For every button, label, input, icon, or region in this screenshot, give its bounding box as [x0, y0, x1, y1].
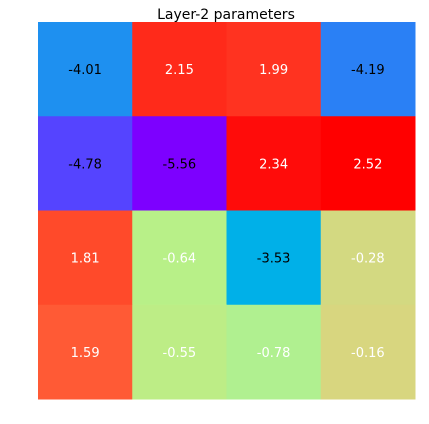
- cell-value-label-r1-c0: -4.78: [68, 157, 102, 172]
- heatmap-cell-r3-c3: [320, 304, 416, 400]
- heatmap-cell-r0-c0: [38, 22, 133, 117]
- cell-value-label-r0-c2: 1.99: [259, 63, 288, 78]
- heatmap-cell-r2-c1: [132, 210, 227, 306]
- cell-value-label-r1-c2: 2.34: [259, 157, 288, 172]
- heatmap-labels: -4.01 2.15 1.99 -4.19 -4.78 -5.56 2.34 2.52 1.81…: [68, 63, 384, 361]
- heatmap-cell-r1-c3: [320, 116, 416, 211]
- cell-value-label-r3-c1: -0.55: [163, 346, 197, 361]
- heatmap-cell-r0-c3: [320, 22, 416, 117]
- heatmap-cell-r0-c2: [226, 22, 322, 117]
- cell-value-label-r2-c2: -3.53: [257, 252, 291, 267]
- heatmap-cell-r2-c0: [38, 210, 133, 306]
- cell-value-label-r2-c0: 1.81: [71, 252, 100, 267]
- heatmap-cell-r1-c2: [226, 116, 322, 211]
- heatmap-cells: [38, 22, 416, 400]
- cell-value-label-r3-c2: -0.78: [257, 346, 291, 361]
- cell-value-label-r2-c1: -0.64: [163, 252, 197, 267]
- heatmap-cell-r2-c3: [320, 210, 416, 306]
- cell-value-label-r3-c0: 1.59: [71, 346, 100, 361]
- heatmap-cell-r1-c1: [132, 116, 227, 211]
- cell-value-label-r2-c3: -0.28: [351, 252, 385, 267]
- cell-value-label-r1-c1: -5.56: [163, 157, 197, 172]
- chart-title: Layer-2 parameters: [157, 7, 295, 23]
- cell-value-label-r0-c1: 2.15: [165, 63, 194, 78]
- heatmap-cell-r2-c2: [226, 210, 322, 306]
- cell-value-label-r3-c3: -0.16: [351, 346, 385, 361]
- cell-value-label-r0-c3: -4.19: [351, 63, 385, 78]
- heatmap-cell-r1-c0: [38, 116, 133, 211]
- cell-value-label-r1-c3: 2.52: [353, 157, 382, 172]
- heatmap-cell-r0-c1: [132, 22, 227, 117]
- cell-value-label-r0-c0: -4.01: [68, 63, 102, 78]
- heatmap-cell-r3-c2: [226, 304, 322, 400]
- heatmap-cell-r3-c0: [38, 304, 133, 400]
- heatmap-cell-r3-c1: [132, 304, 227, 400]
